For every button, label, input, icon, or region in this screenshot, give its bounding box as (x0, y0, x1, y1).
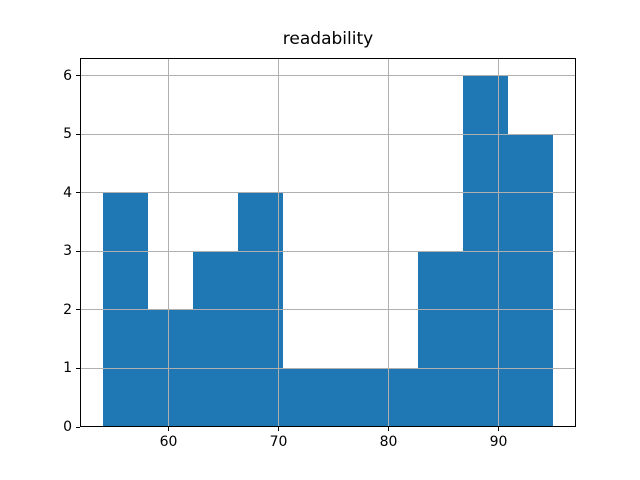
gridline-vertical (168, 58, 169, 427)
histogram-bar (282, 368, 328, 427)
chart-title: readability (282, 29, 374, 49)
y-tick-mark (76, 250, 80, 252)
histogram-bar (418, 251, 464, 427)
gridline-horizontal (80, 75, 576, 77)
y-tick-mark (76, 367, 80, 369)
y-tick-label: 5 (63, 126, 72, 143)
gridline-horizontal (80, 367, 576, 369)
x-tick-label: 90 (489, 434, 508, 450)
x-tick-mark (388, 427, 389, 431)
y-tick-label: 1 (63, 360, 72, 377)
y-tick-mark (76, 133, 80, 135)
x-tick-mark (168, 427, 169, 431)
gridline-horizontal (80, 192, 576, 194)
x-tick-mark (498, 427, 499, 431)
histogram-bar (508, 134, 554, 427)
y-tick-mark (76, 192, 80, 194)
plot-area (80, 58, 576, 427)
y-tick-label: 0 (63, 419, 72, 435)
histogram-bar (192, 251, 238, 427)
y-tick-label: 2 (63, 301, 72, 318)
gridline-vertical (278, 58, 279, 427)
y-tick-label: 4 (63, 184, 72, 201)
gridline-horizontal (80, 250, 576, 252)
y-tick-mark (76, 426, 80, 428)
x-tick-label: 60 (159, 434, 178, 450)
y-tick-label: 3 (63, 243, 72, 260)
x-tick-label: 70 (269, 434, 288, 450)
y-tick-mark (76, 309, 80, 311)
x-tick-label: 80 (379, 434, 398, 450)
gridline-vertical (498, 58, 499, 427)
histogram-bar (373, 368, 419, 427)
histogram-bar (328, 368, 374, 427)
gridline-horizontal (80, 133, 576, 135)
y-tick-label: 6 (63, 67, 72, 84)
x-tick-mark (278, 427, 279, 431)
gridline-vertical (388, 58, 389, 427)
y-tick-mark (76, 75, 80, 77)
gridline-horizontal (80, 309, 576, 311)
